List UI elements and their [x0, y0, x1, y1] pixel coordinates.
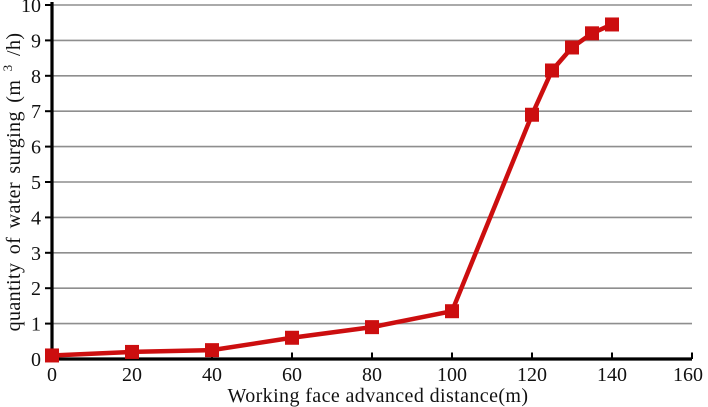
y-tick-label: 0 — [31, 349, 41, 371]
x-tick-label: 160 — [673, 364, 703, 386]
data-point-marker — [205, 343, 219, 358]
y-tick-label: 7 — [31, 101, 41, 123]
x-tick-label: 120 — [517, 364, 547, 386]
y-tick-label: 10 — [21, 0, 41, 17]
y-tick-label: 9 — [31, 30, 41, 52]
x-axis-title: Working face advanced distance(m) — [228, 385, 529, 407]
x-tick-label: 140 — [597, 364, 627, 386]
data-point-marker — [445, 304, 459, 319]
x-tick-label: 100 — [437, 364, 467, 386]
y-axis-title: quantity of water surging (m 3 /h) — [0, 33, 25, 332]
x-tick-label: 0 — [47, 364, 57, 386]
x-tick-label: 40 — [202, 364, 222, 386]
y-tick-label: 4 — [31, 207, 41, 229]
data-series-line — [51, 22, 613, 358]
y-axis-title-text: quantity of water surging (m — [3, 80, 25, 332]
y-tick-label: 3 — [31, 243, 41, 265]
y-tick-label: 6 — [31, 137, 41, 159]
data-point-marker — [285, 330, 299, 345]
data-point-marker — [565, 40, 579, 55]
y-tick-label: 1 — [31, 314, 41, 336]
series-line — [51, 22, 613, 358]
data-point-marker — [525, 107, 539, 122]
y-tick-label: 5 — [31, 172, 41, 194]
data-point-marker — [545, 63, 559, 78]
data-point-marker — [605, 17, 619, 32]
data-point-marker — [125, 344, 139, 359]
y-tick-label: 2 — [31, 278, 41, 300]
x-tick-label: 20 — [122, 364, 142, 386]
y-tick-label: 8 — [31, 66, 41, 88]
x-tick-label: 60 — [282, 364, 302, 386]
gridlines — [52, 4, 692, 325]
y-axis-title-unit: /h) — [3, 33, 25, 56]
data-point-marker — [45, 348, 59, 363]
data-point-marker — [365, 320, 379, 335]
data-series-markers — [45, 17, 619, 363]
x-tick-label: 80 — [362, 364, 382, 386]
data-point-marker — [585, 26, 599, 41]
y-axis-title-superscript: 3 — [0, 64, 15, 71]
